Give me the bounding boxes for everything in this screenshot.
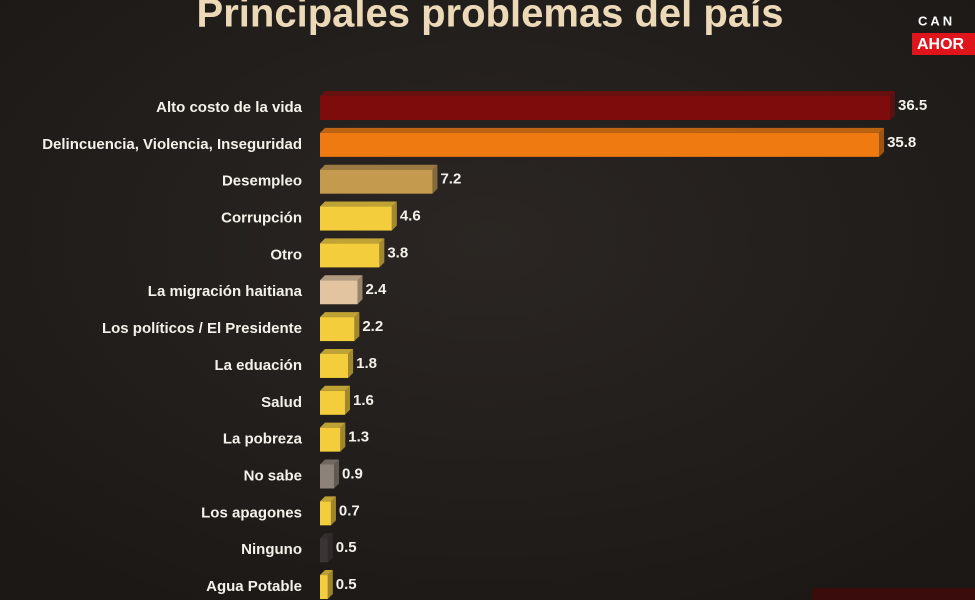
- bar-side: [344, 385, 350, 415]
- category-label: Salud: [261, 394, 302, 411]
- logo-box: [912, 33, 975, 55]
- category-label: La migración haitiana: [148, 283, 303, 300]
- bar: [320, 390, 345, 415]
- value-label: 36.5: [898, 97, 927, 114]
- value-label: 4.6: [400, 208, 421, 225]
- bar-side: [327, 533, 333, 563]
- bar-top: [320, 164, 438, 170]
- bar-top: [320, 570, 333, 576]
- bar-side: [327, 570, 333, 600]
- bar-top: [320, 312, 360, 318]
- bar-side: [879, 127, 885, 157]
- chart-title: Principales problemas del país: [197, 0, 784, 36]
- bar: [320, 501, 331, 526]
- category-label: Ninguno: [241, 541, 302, 558]
- category-label: Corrupción: [221, 210, 302, 227]
- corner-strip: [812, 588, 975, 600]
- value-label: 0.5: [336, 539, 357, 556]
- value-label: 35.8: [887, 134, 916, 151]
- bar-top: [320, 348, 354, 354]
- bar: [320, 317, 355, 342]
- bar: [320, 243, 380, 268]
- value-label: 0.9: [342, 465, 363, 482]
- category-label: No sabe: [244, 467, 302, 484]
- bar-side: [379, 238, 385, 268]
- bar-top: [320, 238, 385, 244]
- bar-top: [320, 127, 885, 133]
- bar-side: [348, 348, 354, 378]
- category-label: Otro: [270, 246, 302, 263]
- category-label: La eduación: [214, 357, 302, 374]
- bar-side: [890, 91, 895, 120]
- bar-top: [320, 496, 336, 502]
- value-label: 0.5: [336, 576, 357, 593]
- category-label: Delincuencia, Violencia, Inseguridad: [42, 136, 302, 153]
- bar-side: [340, 422, 346, 452]
- bar-side: [334, 459, 340, 489]
- value-label: 1.6: [353, 392, 374, 409]
- bar-side: [357, 275, 363, 305]
- value-label: 7.2: [440, 171, 461, 188]
- bar-top: [320, 275, 363, 281]
- logo-bottom: AHOR: [917, 36, 965, 53]
- category-label: Agua Potable: [206, 578, 302, 595]
- value-label: 1.3: [348, 429, 369, 446]
- bar: [320, 169, 433, 194]
- bar: [320, 96, 890, 120]
- bar-top: [320, 91, 895, 96]
- bar: [320, 538, 328, 563]
- bar: [320, 132, 880, 157]
- bar: [320, 464, 335, 489]
- category-label: Alto costo de la vida: [156, 99, 303, 116]
- logo-top: CAN: [918, 13, 955, 28]
- bar-top: [320, 385, 350, 391]
- bar: [320, 575, 328, 600]
- bar-side: [432, 164, 438, 194]
- bar-side: [391, 201, 397, 231]
- value-label: 1.8: [356, 355, 377, 372]
- bar: [320, 427, 341, 452]
- bar-side: [354, 312, 360, 342]
- bar: [320, 353, 349, 378]
- bar: [320, 280, 358, 305]
- bar-top: [320, 201, 397, 207]
- category-label: Los políticos / El Presidente: [102, 320, 302, 337]
- bar-top: [320, 459, 340, 465]
- bar-top: [320, 533, 333, 539]
- category-label: La pobreza: [223, 431, 303, 448]
- category-label: Los apagones: [201, 504, 302, 521]
- value-label: 2.4: [365, 281, 387, 298]
- bar: [320, 206, 392, 231]
- category-label: Desempleo: [222, 173, 302, 190]
- value-label: 0.7: [339, 502, 360, 519]
- bar-side: [330, 496, 336, 526]
- bar-top: [320, 422, 346, 428]
- value-label: 2.2: [362, 318, 383, 335]
- value-label: 3.8: [387, 244, 408, 261]
